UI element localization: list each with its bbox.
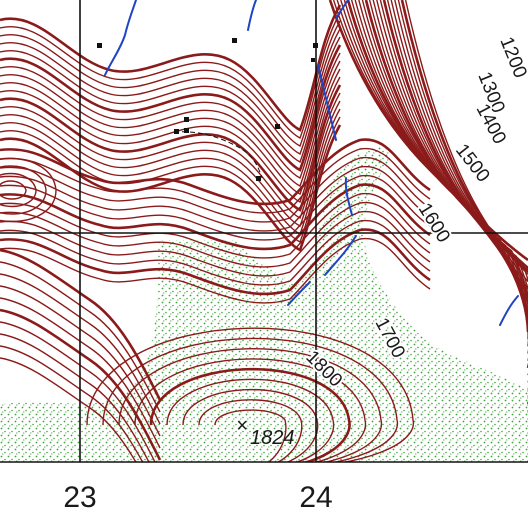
grid-labels: 23 24 <box>63 481 332 514</box>
contour-label-1600: 1600 <box>414 200 454 247</box>
building-5 <box>184 128 189 133</box>
building-3 <box>184 117 189 122</box>
building-1 <box>97 43 102 48</box>
building-9 <box>311 58 315 62</box>
building-4 <box>174 129 179 134</box>
contour-line-70 <box>0 181 26 199</box>
spot-elevation-marker: × <box>236 415 248 437</box>
building-2 <box>232 38 237 43</box>
stream-2 <box>248 0 256 30</box>
spot-elevation-label: 1824 <box>250 427 295 449</box>
stream-8 <box>500 296 518 325</box>
building-6 <box>275 124 280 129</box>
contour-label-1200: 1200 <box>495 34 528 81</box>
building-7 <box>256 176 261 181</box>
grid-label-24: 24 <box>299 481 332 514</box>
grid-label-23: 23 <box>63 481 96 514</box>
stream-1 <box>105 0 136 75</box>
